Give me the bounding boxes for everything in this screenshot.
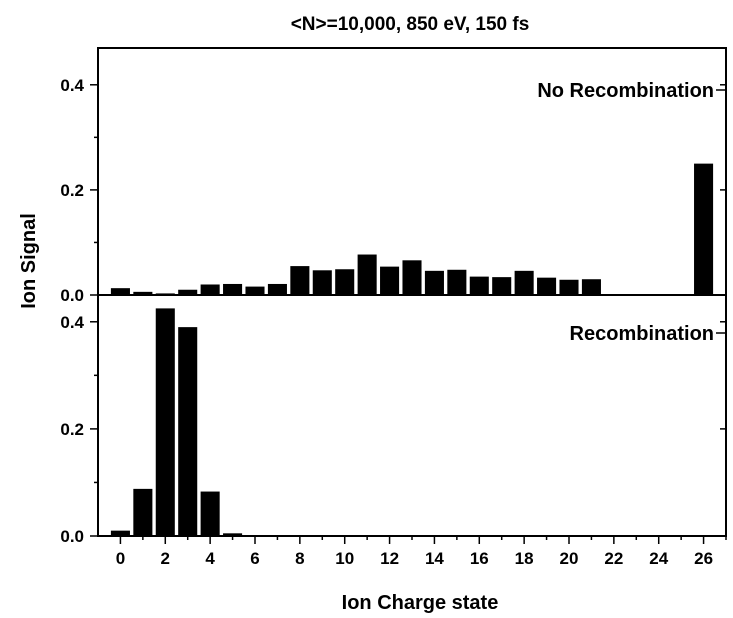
bar	[492, 277, 512, 295]
x-tick-label: 18	[515, 549, 534, 568]
y-tick-label: 0.2	[60, 181, 84, 200]
panel-top: No Recombination 0.0 0.2 0.4	[60, 47, 727, 305]
x-tick-label: 8	[295, 549, 304, 568]
bar	[357, 254, 377, 295]
y-tick-label: 0.4	[60, 313, 84, 332]
x-tick-label: 4	[205, 549, 215, 568]
y-tick-label: 0.0	[60, 286, 84, 305]
y-tick-label: 0.4	[60, 76, 84, 95]
x-tick-label: 0	[116, 549, 125, 568]
bar	[223, 283, 243, 295]
panel-top-label: No Recombination	[537, 80, 714, 102]
x-axis-title: Ion Charge state	[342, 592, 499, 614]
x-tick-label: 20	[560, 549, 579, 568]
bar	[380, 266, 400, 295]
bar	[335, 269, 355, 295]
chart-title: <N>=10,000, 850 eV, 150 fs	[291, 14, 530, 35]
bar	[469, 276, 489, 295]
bar	[402, 260, 422, 295]
bar	[267, 283, 287, 295]
y-tick-label: 0.2	[60, 420, 84, 439]
panel-bottom-label: Recombination	[570, 323, 714, 345]
panel-bottom: Recombination 0.0 0.2 0.4	[60, 294, 727, 546]
x-tick-label: 24	[649, 549, 668, 568]
bar	[245, 286, 265, 295]
x-tick-label: 6	[250, 549, 259, 568]
bar	[178, 289, 198, 295]
bar	[559, 279, 579, 295]
x-tick-label: 10	[335, 549, 354, 568]
bar	[581, 279, 601, 295]
bar	[110, 288, 130, 295]
x-tick-label: 12	[380, 549, 399, 568]
x-tick-label: 22	[604, 549, 623, 568]
bar	[223, 533, 243, 536]
bar	[200, 284, 220, 295]
bar	[110, 530, 130, 536]
bar	[133, 488, 153, 536]
y-tick-label: 0.0	[60, 527, 84, 546]
bar	[312, 270, 332, 295]
bar	[133, 291, 153, 295]
bar	[155, 308, 175, 536]
bar	[290, 266, 310, 295]
x-tick-label: 26	[694, 549, 713, 568]
bar	[178, 327, 198, 536]
bar	[537, 277, 557, 295]
bar	[200, 491, 220, 536]
x-tick-label: 14	[425, 549, 444, 568]
x-tick-label: 2	[161, 549, 170, 568]
bar	[514, 270, 534, 295]
x-tick-label: 16	[470, 549, 489, 568]
bar	[694, 163, 714, 295]
bar	[447, 269, 467, 295]
y-axis-title: Ion Signal	[18, 213, 40, 309]
bar	[424, 270, 444, 295]
